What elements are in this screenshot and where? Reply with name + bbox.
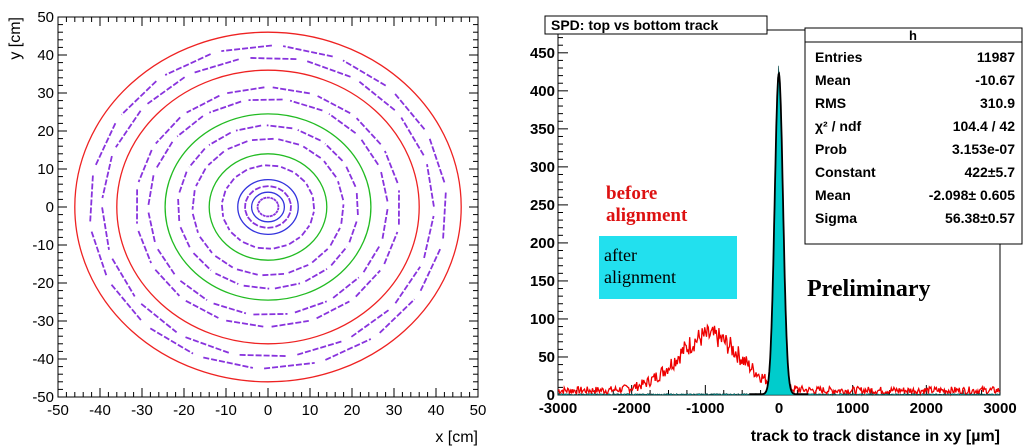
y-tick-label: 300: [530, 159, 555, 176]
y-tick-label: 200: [530, 235, 555, 252]
left-hit-rings: [89, 44, 447, 370]
x-tick-label: -2000: [612, 400, 650, 417]
y-tick-label: -20: [32, 275, 54, 292]
x-tick-label: -10: [215, 402, 237, 419]
left-y-axis-title: y [cm]: [7, 17, 24, 60]
y-tick-label: 0: [46, 199, 54, 216]
y-tick-label: -10: [32, 237, 54, 254]
y-tick-label: 50: [37, 9, 54, 26]
stats-row-label: Constant: [815, 164, 876, 180]
x-tick-label: -40: [89, 402, 111, 419]
stats-row-label: Entries: [815, 49, 863, 65]
y-tick-label: 50: [538, 349, 555, 366]
x-tick-label: -3000: [539, 400, 577, 417]
detector-circle: [74, 31, 462, 383]
hit-ring: [191, 137, 345, 277]
detector-circle: [237, 178, 299, 236]
right-chart: -3000 -2000 -1000 0 1000 2000 3000 0 50 100 150 200…: [530, 15, 1023, 445]
stats-row-value: 56.38±0.57: [945, 210, 1015, 226]
right-x-axis-title: track to track distance in xy [µm]: [751, 428, 1000, 445]
stats-row-value: 104.4 / 42: [953, 118, 1015, 134]
x-tick-label: 3000: [983, 400, 1016, 417]
stats-row-value: 422±5.7: [964, 164, 1015, 180]
stats-row-value: -10.67: [975, 72, 1015, 88]
y-tick-label: -50: [32, 389, 54, 406]
chart-title-box: [544, 15, 768, 35]
stats-row-value: -2.098± 0.605: [929, 187, 1016, 203]
left-tick-labels: -50 -40 -30 -20 -10 0 10 20 30 40 50 -50 -40 -30 -20 -1…: [32, 9, 486, 419]
stats-rows: Entries 11987 Mean -10.67 RMS 310.9 χ² / ndf 10…: [815, 49, 1015, 226]
stats-row-value: 310.9: [980, 95, 1015, 111]
annotation-before-line1: before: [606, 183, 657, 204]
x-tick-label: 50: [470, 402, 487, 419]
x-tick-label: 0: [264, 402, 272, 419]
x-tick-label: -1000: [686, 400, 724, 417]
detector-circle: [250, 191, 286, 223]
detector-circle: [208, 153, 328, 261]
detector-circle: [164, 113, 372, 301]
hit-ring: [136, 86, 400, 328]
y-tick-label: 450: [530, 45, 555, 62]
hit-ring: [89, 44, 447, 370]
left-chart: -50 -40 -30 -20 -10 0 10 20 30 40 50 -50 -40 -30 -20 -1…: [7, 9, 486, 446]
x-tick-label: 0: [775, 400, 783, 417]
stats-row-label: Prob: [815, 141, 847, 157]
annotation-after-line1: after: [604, 245, 637, 265]
y-tick-label: -30: [32, 313, 54, 330]
stats-row-label: Mean: [815, 72, 851, 88]
y-tick-label: 250: [530, 197, 555, 214]
stats-row-label: χ² / ndf: [815, 118, 861, 134]
y-tick-label: -40: [32, 351, 54, 368]
y-tick-label: 30: [37, 85, 54, 102]
hit-ring: [147, 98, 389, 316]
right-series: [557, 65, 1001, 397]
fit-curve: [749, 71, 809, 396]
x-tick-label: -50: [47, 402, 69, 419]
x-tick-label: 40: [428, 402, 445, 419]
annotation-after-line2: alignment: [604, 267, 676, 287]
hit-ring: [101, 57, 435, 357]
x-tick-label: 30: [386, 402, 403, 419]
detector-circle: [116, 69, 420, 345]
stats-row-label: RMS: [815, 95, 846, 111]
left-plot-frame: [57, 16, 479, 398]
stats-row-label: Sigma: [815, 210, 857, 226]
stats-box-title: h: [909, 28, 917, 43]
annotation-before-line2: alignment: [606, 205, 688, 226]
y-tick-label: 40: [37, 47, 54, 64]
y-tick-label: 0: [547, 387, 555, 404]
y-tick-label: 100: [530, 311, 555, 328]
hit-ring: [221, 164, 315, 250]
y-tick-label: 350: [530, 121, 555, 138]
y-tick-label: 150: [530, 273, 555, 290]
stats-row-label: Mean: [815, 187, 851, 203]
x-tick-label: 1000: [836, 400, 869, 417]
x-tick-label: 20: [344, 402, 361, 419]
stats-box: h Entries 11987 Mean -10.67 RMS 310.9 χ² / ndf…: [804, 27, 1023, 245]
chart-title: SPD: top vs bottom track: [551, 17, 718, 33]
x-tick-label: -20: [173, 402, 195, 419]
right-tick-labels: -3000 -2000 -1000 0 1000 2000 3000 0 50 100 150 200…: [530, 45, 1017, 417]
hit-ring: [177, 124, 359, 290]
annotation-preliminary: Preliminary: [807, 276, 931, 302]
left-circles: [74, 31, 462, 383]
stats-row-value: 11987: [977, 49, 1015, 65]
annotation-after-box: [599, 236, 737, 299]
x-tick-label: 10: [302, 402, 319, 419]
hit-ring: [256, 196, 280, 218]
stats-row-value: 3.153e-07: [952, 141, 1015, 157]
left-ticks: [57, 16, 479, 398]
x-tick-label: -30: [131, 402, 153, 419]
hit-ring: [244, 185, 292, 229]
left-x-axis-title: x [cm]: [435, 429, 478, 446]
y-tick-label: 20: [37, 123, 54, 140]
x-tick-label: 2000: [910, 400, 943, 417]
y-tick-label: 10: [37, 161, 54, 178]
y-tick-label: 400: [530, 83, 555, 100]
